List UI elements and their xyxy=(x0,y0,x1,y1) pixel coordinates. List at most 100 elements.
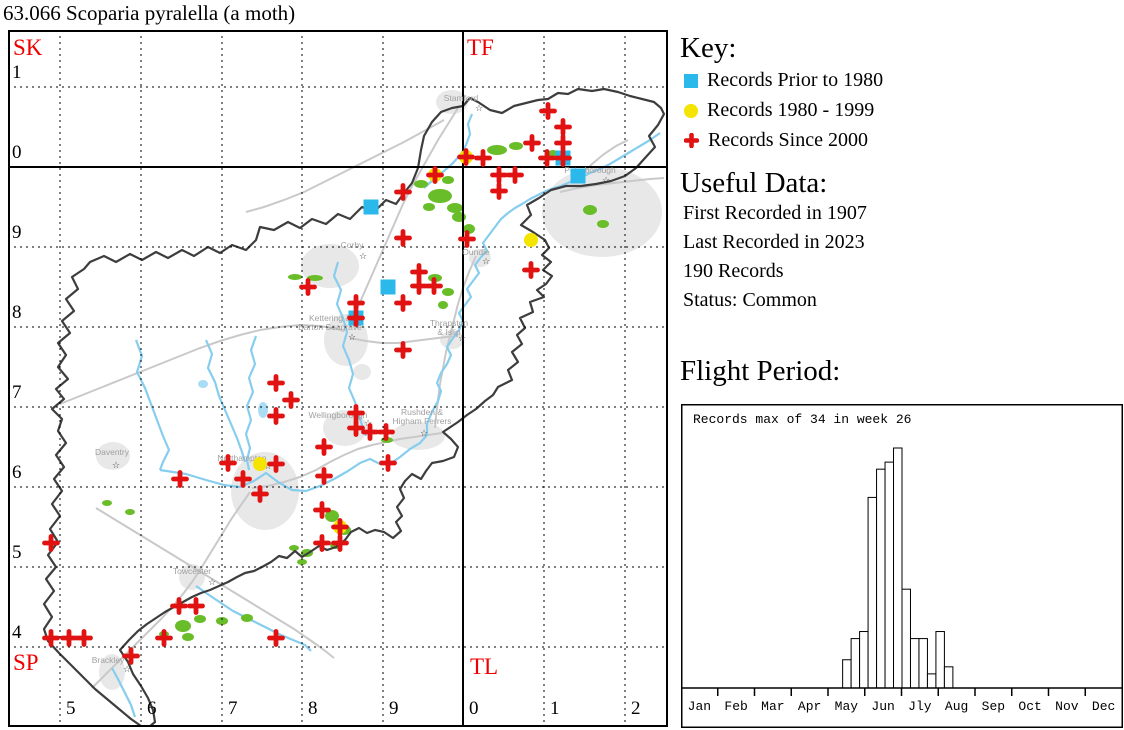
record-marker-cross xyxy=(219,454,237,472)
record-marker-cross xyxy=(234,470,252,488)
woodland-patch xyxy=(297,559,307,565)
woodland-patch xyxy=(423,203,435,211)
month-label: Dec xyxy=(1092,699,1115,714)
record-marker-cross xyxy=(267,374,285,392)
woodland-patch xyxy=(428,189,452,203)
record-marker-cross xyxy=(426,166,444,184)
record-marker-cross xyxy=(267,629,285,647)
flight-period-bar xyxy=(935,631,945,689)
grid-letters-sp: SP xyxy=(13,650,39,675)
woodland-patch xyxy=(438,301,448,309)
1980-1999-circle-icon xyxy=(684,104,698,118)
northing-label: 6 xyxy=(12,462,22,483)
record-marker-cross xyxy=(331,534,349,552)
month-label: Feb xyxy=(724,699,747,714)
woodland-patch xyxy=(325,510,339,522)
flight-period-bar xyxy=(926,673,937,689)
record-marker-circle xyxy=(524,233,538,247)
town-label: Barton Seagrave xyxy=(298,322,362,332)
town-label: Daventry xyxy=(95,447,130,457)
flight-period-bar xyxy=(859,631,869,689)
town-label: & Islip xyxy=(437,327,460,337)
record-marker-cross xyxy=(75,629,93,647)
record-marker-cross xyxy=(313,534,331,552)
grid-letters-tl: TL xyxy=(470,654,498,679)
first-recorded: First Recorded in 1907 xyxy=(683,202,867,224)
urban-stamford xyxy=(436,90,468,114)
town-star-icon: ☆ xyxy=(208,578,216,588)
town-star-icon: ☆ xyxy=(420,429,428,439)
record-marker-cross xyxy=(347,294,365,312)
record-marker-cross xyxy=(282,391,300,409)
woodland-patch xyxy=(442,288,454,296)
town-star-icon: ☆ xyxy=(602,176,610,186)
town-label: Towcester xyxy=(173,566,211,576)
record-marker-cross xyxy=(361,423,379,441)
month-label: Jan xyxy=(688,699,711,714)
record-marker-cross xyxy=(394,341,412,359)
key-item-label: Records 1980 - 1999 xyxy=(707,99,875,121)
woodland-patch xyxy=(289,545,299,551)
ravensthorpe-reservoir xyxy=(198,380,208,388)
record-marker-cross xyxy=(347,404,365,422)
record-marker-cross xyxy=(410,277,428,295)
record-marker-cross xyxy=(331,518,349,536)
flight-period-heading: Flight Period: xyxy=(680,355,841,387)
woodland-patch xyxy=(125,509,135,515)
month-label: Aug xyxy=(945,699,968,714)
record-marker-cross xyxy=(313,501,331,519)
town-star-icon: ☆ xyxy=(458,334,466,344)
record-marker-cross xyxy=(554,118,572,136)
flight-period-bar xyxy=(850,638,861,689)
easting-label: 2 xyxy=(631,698,641,719)
month-label: Jly xyxy=(908,699,932,714)
record-marker-cross xyxy=(171,470,189,488)
flight-period-bar xyxy=(918,638,928,689)
town-star-icon: ☆ xyxy=(348,333,356,343)
prior-1980-square-icon xyxy=(684,74,698,88)
record-marker-cross xyxy=(170,597,188,615)
woodland-patch xyxy=(241,614,253,622)
key-item-label: Records Since 2000 xyxy=(708,129,868,151)
record-marker-cross xyxy=(187,597,205,615)
record-marker-cross xyxy=(267,455,285,473)
easting-label: 9 xyxy=(389,698,399,719)
northing-label: 5 xyxy=(12,542,22,563)
woodland-patch xyxy=(182,633,194,641)
record-marker-cross xyxy=(299,278,317,296)
roads xyxy=(59,107,665,689)
town-label: Rushden & xyxy=(401,407,443,417)
record-marker-cross xyxy=(60,629,78,647)
flight-period-bar xyxy=(876,468,886,689)
river-tove xyxy=(195,585,312,652)
month-label: Apr xyxy=(798,699,821,714)
record-count: 190 Records xyxy=(683,260,784,282)
woodland-patch xyxy=(175,620,191,632)
town-label: Oundle xyxy=(462,247,490,257)
northing-label: 7 xyxy=(12,382,22,403)
record-marker-cross xyxy=(506,166,524,184)
northing-label: 9 xyxy=(12,222,22,243)
chart-annotation: Records max of 34 in week 26 xyxy=(693,412,911,427)
woodland-patch xyxy=(307,275,323,281)
month-label: Jun xyxy=(871,699,894,714)
flight-period-bar xyxy=(893,447,903,689)
record-marker-cross xyxy=(42,629,60,647)
grid-lines xyxy=(8,30,668,727)
key-item-prior-1980: Records Prior to 1980 xyxy=(684,69,883,93)
woodland-patch xyxy=(288,274,302,280)
woodland-patch xyxy=(487,145,507,155)
woodland-patch xyxy=(102,500,112,506)
flight-period-bar xyxy=(867,496,878,689)
easting-label: 7 xyxy=(228,698,238,719)
northing-label: 8 xyxy=(12,302,22,323)
woodland-patch xyxy=(597,220,609,228)
record-marker-cross xyxy=(410,263,428,281)
town-labels: Stamford☆Peterborough☆Corby☆ Oundle☆Kette… xyxy=(92,93,616,675)
woodland-patch xyxy=(447,203,463,213)
record-marker-cross xyxy=(554,134,572,152)
flight-period-bar xyxy=(909,638,920,689)
town-label: Peterborough xyxy=(564,165,616,175)
town-label: Kettering & xyxy=(309,313,351,323)
